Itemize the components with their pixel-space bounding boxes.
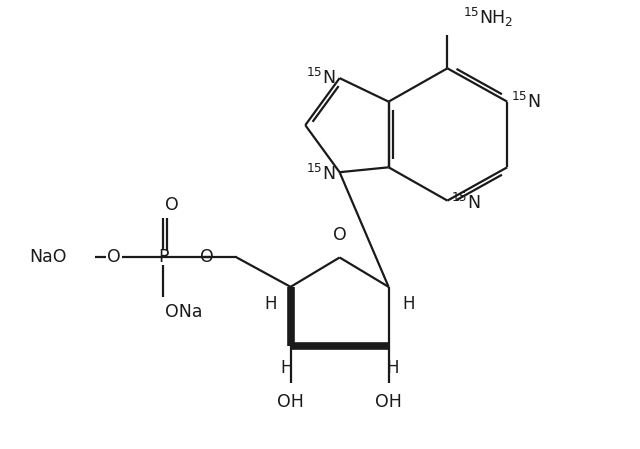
- Text: H: H: [387, 359, 399, 378]
- Text: H: H: [264, 295, 277, 313]
- Text: O: O: [108, 248, 121, 266]
- Text: O: O: [333, 226, 346, 244]
- Text: P: P: [158, 248, 168, 266]
- Text: NaO: NaO: [29, 248, 67, 266]
- Text: $^{15}$N: $^{15}$N: [306, 164, 336, 184]
- Text: $^{15}$N: $^{15}$N: [511, 92, 541, 112]
- Text: O: O: [200, 248, 214, 266]
- Text: $^{15}$N: $^{15}$N: [306, 68, 336, 88]
- Text: ONa: ONa: [165, 303, 203, 321]
- Text: H: H: [403, 295, 415, 313]
- Text: OH: OH: [375, 393, 402, 411]
- Text: O: O: [165, 196, 179, 214]
- Text: H: H: [280, 359, 293, 378]
- Text: OH: OH: [277, 393, 304, 411]
- Text: $^{15}$N: $^{15}$N: [451, 193, 481, 213]
- Text: $^{15}$NH$_2$: $^{15}$NH$_2$: [463, 6, 513, 29]
